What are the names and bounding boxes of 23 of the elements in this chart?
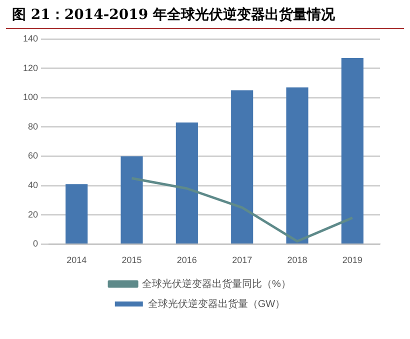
bar — [286, 87, 308, 244]
x-tick-label: 2018 — [287, 255, 308, 266]
chart-title: 图 21：2014-2019 年全球光伏逆变器出货量情况 — [6, 0, 404, 29]
y-tick-label: 20 — [28, 209, 38, 220]
x-tick-label: 2014 — [66, 255, 87, 266]
y-tick-label: 140 — [22, 33, 38, 44]
x-tick-label: 2016 — [176, 255, 197, 266]
y-tick-label: 40 — [28, 180, 38, 190]
bar — [120, 156, 143, 244]
bar — [66, 184, 88, 244]
y-tick-label: 0 — [33, 238, 38, 249]
y-tick-label: 60 — [28, 150, 38, 161]
y-tick-label: 120 — [22, 62, 38, 73]
legend-label: 全球光伏逆变器出货量同比（%） — [142, 278, 291, 290]
bar — [231, 90, 254, 244]
x-tick-label: 2019 — [342, 255, 362, 266]
bar — [176, 122, 198, 244]
x-tick-label: 2017 — [232, 255, 252, 266]
y-tick-label: 100 — [22, 92, 38, 102]
x-tick-label: 2015 — [122, 255, 142, 266]
bar — [341, 58, 364, 244]
y-tick-label: 80 — [28, 121, 38, 132]
legend-label: 全球光伏逆变器出货量（GW） — [148, 298, 286, 310]
